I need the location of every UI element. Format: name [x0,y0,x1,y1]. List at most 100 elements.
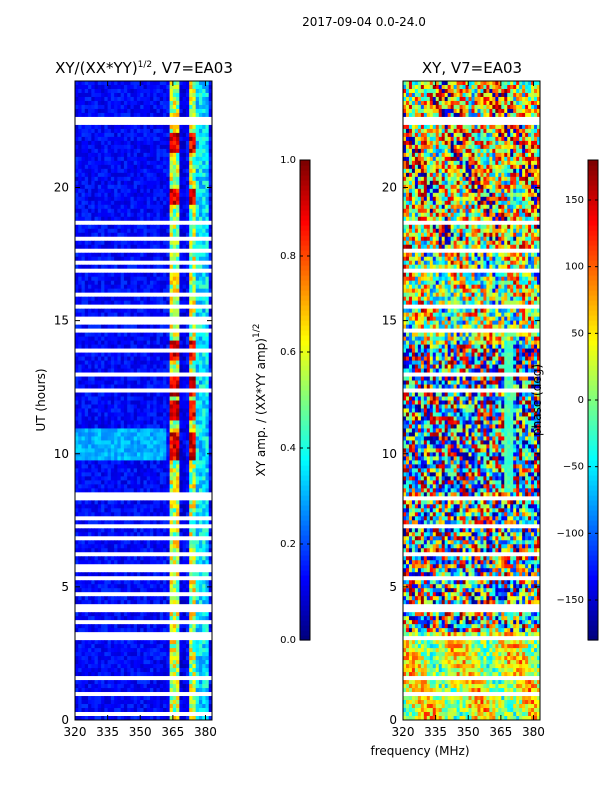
heatmap-cell [150,584,154,589]
heatmap-cell [176,364,180,369]
heatmap-cell [205,656,210,661]
heatmap-cell [110,628,115,633]
heatmap-cell [156,332,161,337]
heatmap-cell [156,212,161,218]
heatmap-cell [156,584,161,589]
heatmap-cell [110,312,115,318]
heatmap-cell [150,81,154,86]
heatmap-cell [159,532,164,537]
heatmap-cell [107,124,112,130]
heatmap-cell [159,508,164,513]
heatmap-cell [202,224,206,230]
heatmap-cell [195,440,200,445]
heatmap-cell [166,112,170,118]
heatmap-cell [133,440,138,445]
heatmap-cell [123,400,128,405]
heatmap-cell [78,652,82,657]
heatmap-cell [130,300,135,306]
heatmap-cell [97,556,102,561]
heatmap-cell [117,96,122,102]
heatmap-cell [208,628,213,633]
heatmap-cell [176,544,180,549]
heatmap-cell [123,196,128,202]
heatmap-cell [110,172,115,178]
heatmap-cell [195,280,200,286]
heatmap-cell [146,408,151,413]
heatmap-cell [136,600,141,605]
heatmap-cell [127,132,131,138]
heatmap-cell [114,200,118,206]
heatmap-cell [123,264,128,270]
heatmap-cell [143,352,148,357]
heatmap-cell [136,436,141,441]
heatmap-cell [208,656,213,661]
heatmap-cell [101,132,105,138]
heatmap-cell [172,548,177,553]
heatmap-cell [150,588,154,593]
heatmap-cell [88,196,92,202]
heatmap-cell [120,580,125,585]
heatmap-cell [172,200,177,206]
heatmap-cell [185,212,190,218]
heatmap-cell [202,468,206,473]
heatmap-cell [88,280,92,286]
heatmap-cell [81,532,86,537]
heatmap-cell [192,176,197,182]
heatmap-cell [189,296,193,302]
heatmap-cell [208,156,213,162]
heatmap-cell [198,104,203,110]
heatmap-cell [205,464,210,469]
heatmap-cell [133,144,138,150]
heatmap-cell [78,352,82,357]
heatmap-cell [169,668,174,673]
heatmap-cell [91,416,95,421]
heatmap-cell [130,660,135,665]
heatmap-cell [163,460,167,465]
heatmap-cell [88,448,92,453]
heatmap-cell [120,384,125,389]
heatmap-cell [78,336,82,341]
heatmap-cell [143,600,148,605]
heatmap-cell [123,172,128,178]
heatmap-cell [169,416,174,421]
heatmap-cell [172,520,177,525]
heatmap-cell [130,360,135,365]
heatmap-cell [88,540,92,545]
heatmap-cell [163,368,167,373]
heatmap-cell [202,112,206,118]
heatmap-cell [185,424,190,429]
heatmap-cell [163,384,167,389]
heatmap-cell [176,668,180,673]
heatmap-cell [202,212,206,218]
heatmap-cell [159,352,164,357]
heatmap-cell [179,172,184,178]
heatmap-cell [176,244,180,250]
heatmap-cell [81,296,86,302]
heatmap-cell [101,572,105,577]
heatmap-cell [153,136,157,142]
heatmap-cell [120,628,125,633]
heatmap-cell [97,512,102,517]
heatmap-cell [146,472,151,477]
heatmap-cell [140,172,144,178]
heatmap-cell [146,88,151,94]
heatmap-cell [133,228,138,234]
heatmap-cell [153,528,157,533]
heatmap-cell [185,664,190,669]
heatmap-cell [192,212,197,218]
heatmap-cell [176,200,180,206]
heatmap-cell [91,408,95,413]
heatmap-cell [114,296,118,302]
heatmap-cell [163,480,167,485]
heatmap-cell [84,81,89,86]
heatmap-cell [143,112,148,118]
heatmap-cell [153,468,157,473]
heatmap-cell [84,104,89,110]
heatmap-cell [163,628,167,633]
heatmap-cell [104,81,109,86]
heatmap-cell [192,244,197,250]
heatmap-cell [172,308,177,314]
heatmap-cell [156,352,161,357]
heatmap-cell [107,88,112,94]
heatmap-cell [104,424,109,429]
